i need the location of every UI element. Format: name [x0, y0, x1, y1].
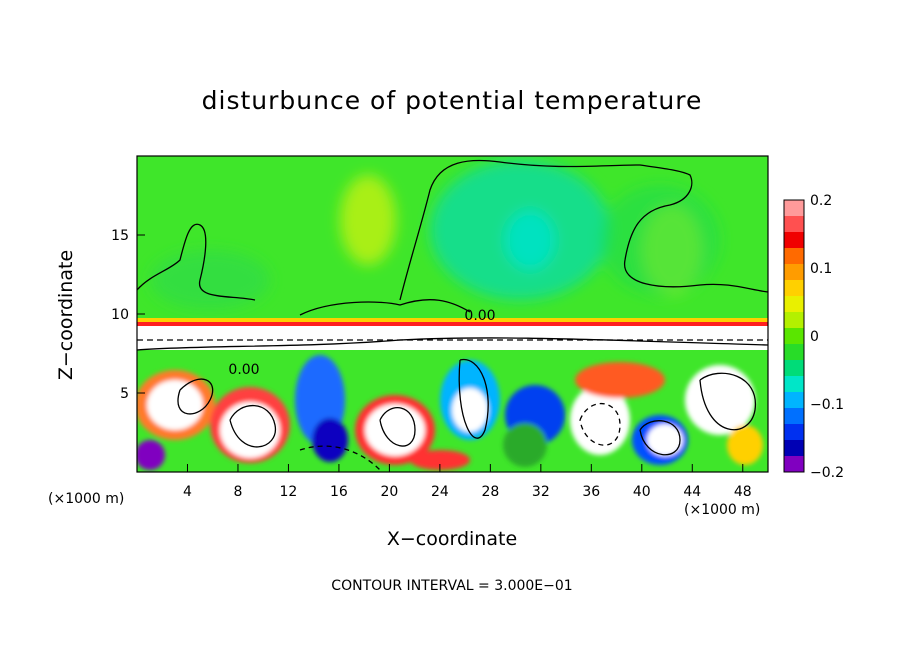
- colorbar-ticks: 0.2 0.1 0 −0.1 −0.2: [810, 193, 844, 481]
- lower-anomalies: [137, 355, 763, 470]
- colorbar-swatch: [784, 392, 804, 409]
- colorbar-swatch: [784, 328, 804, 345]
- contour-interval-note: CONTOUR INTERVAL = 3.000E−01: [331, 578, 573, 594]
- contour-line-12: [639, 420, 681, 456]
- contour-label: 0.00: [464, 308, 495, 324]
- x-tick-label: 48: [734, 484, 752, 500]
- contour-lines: [137, 159, 768, 471]
- contour-line-1: [137, 223, 256, 301]
- contour-line-8: [379, 407, 416, 447]
- y-tick-label: 5: [120, 386, 129, 402]
- colorbar-swatch: [784, 344, 804, 361]
- colorbar-swatch: [784, 248, 804, 265]
- contour-line-13: [299, 445, 381, 471]
- contour-line-2: [399, 159, 768, 301]
- y-axis-ticks: 5 10 15: [111, 228, 145, 402]
- y-axis-label: Z−coordinate: [55, 249, 77, 381]
- colorbar-swatch: [784, 456, 804, 473]
- x-tick-label: 8: [233, 484, 242, 500]
- x-tick-label: 4: [183, 484, 192, 500]
- colorbar-swatch: [784, 312, 804, 329]
- colorbar-tick-label: −0.1: [810, 397, 844, 413]
- colorbar-swatch: [784, 280, 804, 297]
- colorbar-swatch: [784, 408, 804, 425]
- x-tick-label: 24: [431, 484, 449, 500]
- colorbar-tick-label: −0.2: [810, 465, 844, 481]
- x-tick-label: 12: [280, 484, 298, 500]
- contour-line-10: [579, 403, 621, 446]
- colorbar-tick-label: 0: [810, 329, 819, 345]
- contour-line-5: [137, 337, 768, 351]
- upper-anomalies: [150, 160, 720, 310]
- contour-label-lower: 0.00: [228, 362, 259, 378]
- colorbar-swatch: [784, 376, 804, 393]
- y-tick-label: 15: [111, 228, 129, 244]
- contour-line-6: [177, 378, 214, 415]
- x-axis-ticks: 4 8 12 16 20 24 28 32 36 40 44 48: [183, 464, 752, 500]
- colorbar-swatch: [784, 264, 804, 281]
- colorbar-swatch: [784, 200, 804, 217]
- x-tick-label: 44: [683, 484, 701, 500]
- contour-line-11: [699, 372, 756, 431]
- colorbar-swatch: [784, 232, 804, 249]
- x-tick-label: 28: [481, 484, 499, 500]
- colorbar-frame: [783, 199, 805, 473]
- x-unit-right: (×1000 m): [684, 502, 761, 518]
- contour-line-9: [458, 359, 489, 439]
- colorbar-swatch: [784, 360, 804, 377]
- colorbar: [783, 199, 805, 473]
- contour-line-3: [299, 299, 471, 316]
- x-tick-label: 36: [582, 484, 600, 500]
- colorbar-tick-label: 0.1: [810, 261, 832, 277]
- colorbar-swatch: [784, 440, 804, 457]
- x-tick-label: 20: [380, 484, 398, 500]
- x-tick-label: 32: [532, 484, 550, 500]
- x-axis-label: X−coordinate: [386, 528, 518, 550]
- contour-line-7: [229, 404, 276, 448]
- colorbar-swatch: [784, 296, 804, 313]
- x-tick-label: 16: [330, 484, 348, 500]
- colorbar-tick-label: 0.2: [810, 193, 832, 209]
- colorbar-swatch: [784, 424, 804, 441]
- colorbar-swatch: [784, 216, 804, 233]
- chart-title: disturbunce of potential temperature: [201, 86, 703, 115]
- x-tick-label: 40: [633, 484, 651, 500]
- x-unit-left: (×1000 m): [48, 491, 125, 507]
- y-tick-label: 10: [111, 307, 129, 323]
- heatmap-field: [137, 156, 768, 472]
